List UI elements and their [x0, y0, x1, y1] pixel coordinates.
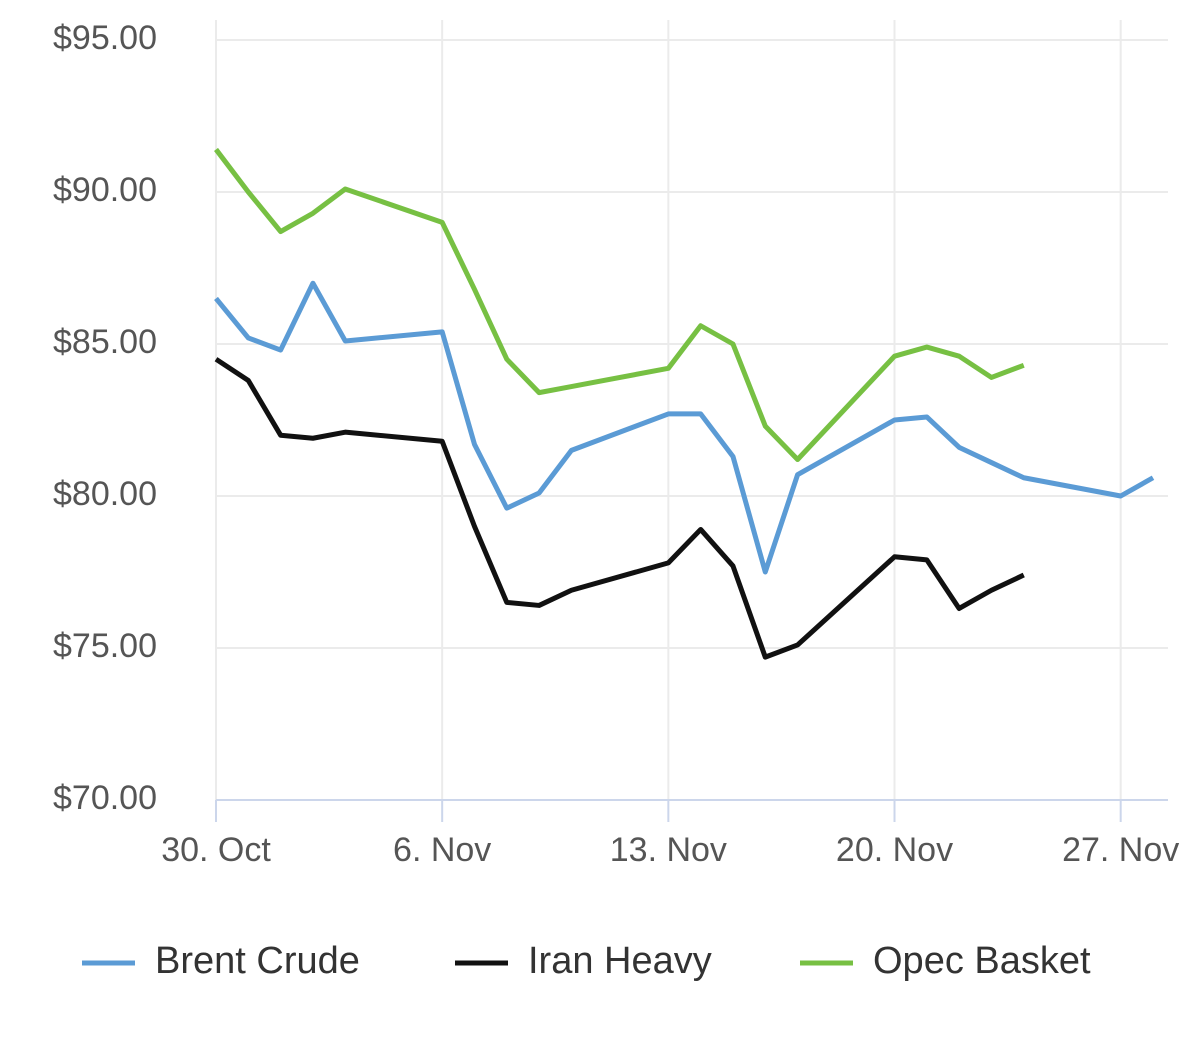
legend-label: Opec Basket [873, 940, 1091, 982]
y-tick-label: $85.00 [53, 323, 157, 361]
x-tick-label: 20. Nov [836, 831, 953, 869]
x-tick-label: 27. Nov [1062, 831, 1179, 869]
x-tick-label: 13. Nov [610, 831, 727, 869]
x-tick-label: 30. Oct [161, 831, 271, 869]
y-tick-label: $80.00 [53, 475, 157, 513]
legend-label: Iran Heavy [528, 940, 712, 982]
series-line [214, 280, 1155, 575]
x-tick-label: 6. Nov [393, 831, 491, 869]
y-tick-label: $90.00 [53, 171, 157, 209]
series-line [214, 357, 1025, 660]
series-line [214, 147, 1025, 463]
y-tick-label: $75.00 [53, 627, 157, 665]
y-tick-label: $95.00 [53, 19, 157, 57]
legend-label: Brent Crude [155, 940, 360, 982]
y-tick-label: $70.00 [53, 779, 157, 817]
